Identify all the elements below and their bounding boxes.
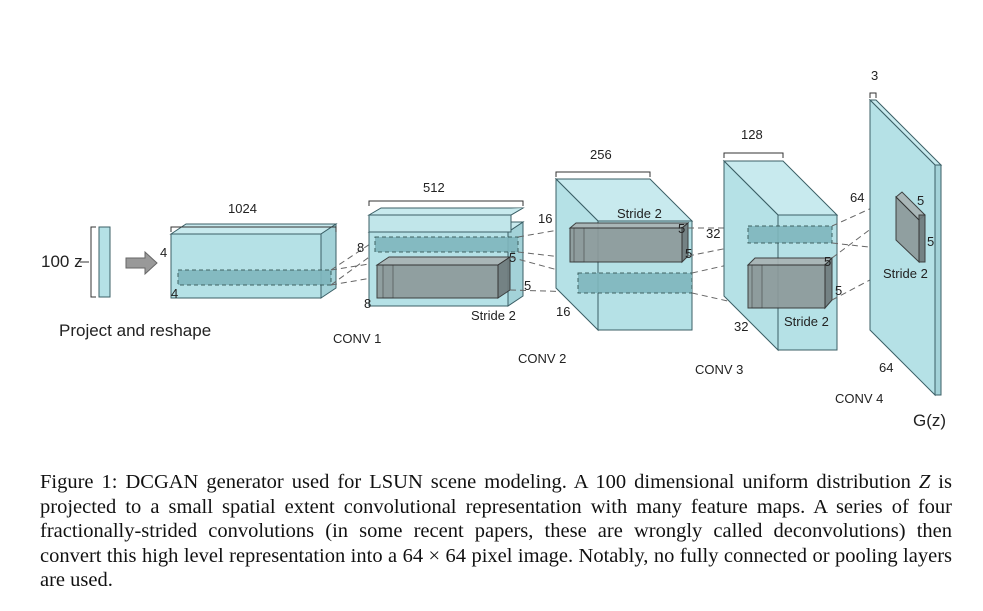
caption-middle: is projected to a small spatial extent c… [40, 471, 952, 567]
conv1-kernel-label-b: 5 [524, 278, 531, 293]
conv3-block: 128 32 32 5 5 Stride 2 CONV 3 [695, 127, 842, 377]
conv2-kernel-top-label: 5 [678, 221, 685, 236]
conv2-w-label: 16 [556, 304, 570, 319]
conv2-channels-label: 256 [590, 147, 612, 162]
input-bracket [90, 226, 96, 298]
conv3-bracket [723, 152, 784, 158]
project-h-label: 4 [160, 245, 167, 260]
conv3-kernel-top-label: 5 [824, 254, 831, 269]
caption-var: Z [918, 471, 931, 493]
output-label: G(z) [913, 411, 946, 430]
conv1-h-label: 8 [357, 240, 364, 255]
conv4-kernel-side-label: 5 [927, 234, 934, 249]
conv4-block: 3 64 64 5 5 Stride 2 CONV 4 G(z) [835, 68, 946, 430]
conv1-channels-label: 512 [423, 180, 445, 195]
conv2-kernel-side-label: 5 [685, 246, 692, 261]
conv4-name: CONV 4 [835, 391, 883, 406]
conv3-channels-label: 128 [741, 127, 763, 142]
project-width-label: 1024 [228, 201, 257, 216]
conv2-stride-label: Stride 2 [617, 206, 662, 221]
caption-math: 64 × 64 [402, 544, 467, 567]
conv3-name: CONV 3 [695, 362, 743, 377]
project-arrow [125, 250, 158, 276]
conv3-stride-label: Stride 2 [784, 314, 829, 329]
conv1-w-label: 8 [364, 296, 371, 311]
caption-prefix: Figure 1: DCGAN generator used for LSUN … [40, 471, 919, 493]
project-block: 1024 4 4 [160, 201, 338, 301]
conv1-block: 512 8 8 5 5 Stride 2 CONV 1 [333, 180, 531, 346]
conv3-w-label: 32 [734, 319, 748, 334]
conv2-h-label: 16 [538, 211, 552, 226]
input-z: 100 z Project and reshape [41, 226, 211, 340]
conv2-bracket [555, 171, 651, 177]
dcgan-diagram: .face { fill:#b5e1e6; stroke:#3b5f66; st… [41, 68, 946, 430]
conv4-channels-label: 3 [871, 68, 878, 83]
figure-caption: Figure 1: DCGAN generator used for LSUN … [40, 470, 952, 593]
conv1-stride-label: Stride 2 [471, 308, 516, 323]
caption-suffix: pixel image. Notably, no fully connected… [40, 544, 952, 592]
conv3-h-label: 32 [706, 226, 720, 241]
project-caption: Project and reshape [59, 321, 211, 340]
conv1-name: CONV 1 [333, 331, 381, 346]
conv4-bracket [869, 92, 877, 98]
conv4-stride-label: Stride 2 [883, 266, 928, 281]
conv1-bracket [368, 200, 524, 206]
conv4-w-label: 64 [879, 360, 893, 375]
input-label: 100 z [41, 252, 83, 271]
conv4-h-label: 64 [850, 190, 864, 205]
project-bracket [170, 226, 337, 232]
conv2-name: CONV 2 [518, 351, 566, 366]
conv3-kernel-side-label: 5 [835, 283, 842, 298]
conv4-kernel-top-label: 5 [917, 193, 924, 208]
conv2-block: 256 16 16 Stride 2 5 5 CONV 2 [518, 147, 694, 366]
project-w-label: 4 [171, 286, 178, 301]
z-vector [98, 226, 111, 298]
